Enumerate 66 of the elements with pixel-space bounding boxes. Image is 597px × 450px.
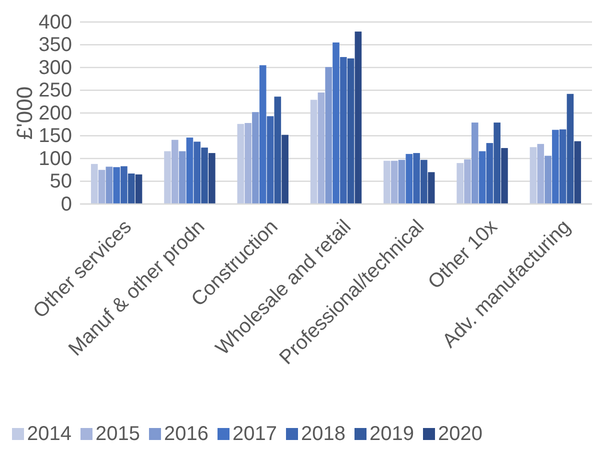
legend-label: 2017 (232, 423, 277, 445)
legend-label: 2016 (164, 423, 208, 445)
bar (98, 170, 106, 204)
bar (310, 100, 318, 204)
bar (544, 156, 552, 204)
y-tick-label: 150 (38, 125, 72, 148)
bar (128, 174, 135, 204)
bar (456, 163, 464, 204)
bar (178, 151, 186, 204)
bar (252, 112, 259, 204)
bar (501, 148, 508, 204)
bar (172, 140, 178, 204)
bar (566, 94, 574, 204)
bar (259, 65, 266, 204)
bar (494, 122, 500, 204)
bar (478, 151, 486, 204)
bar (135, 174, 142, 204)
y-tick-label: 300 (38, 56, 72, 79)
legend-label: 2018 (301, 423, 346, 445)
bar (420, 160, 428, 204)
bar (318, 92, 325, 204)
bar (186, 138, 194, 204)
bar (164, 151, 171, 204)
bar (398, 160, 406, 204)
bar (237, 124, 244, 204)
bar (208, 153, 216, 204)
y-tick-label: 0 (60, 193, 72, 216)
bar (428, 172, 435, 204)
y-axis-title: £'000 (12, 86, 37, 140)
bar (464, 159, 471, 204)
y-tick-label: 100 (38, 148, 72, 170)
bar (90, 164, 98, 204)
bar (537, 144, 544, 204)
y-tick-label: 50 (50, 170, 72, 193)
bar (120, 166, 128, 204)
bar (113, 167, 120, 204)
y-tick-label: 250 (38, 80, 72, 102)
legend-label: 2014 (27, 423, 72, 445)
y-tick-label: 350 (38, 34, 72, 56)
bar (486, 143, 494, 204)
bar (574, 141, 582, 204)
bar (390, 160, 398, 204)
bar (559, 129, 566, 204)
bar (413, 153, 420, 204)
bar (347, 58, 354, 204)
bar (384, 160, 390, 204)
y-tick-label: 200 (38, 102, 72, 124)
legend-label: 2015 (96, 423, 140, 445)
bar (552, 130, 559, 204)
bar (201, 148, 208, 204)
bar (530, 147, 537, 204)
legend-label: 2020 (438, 423, 482, 445)
bar (332, 42, 340, 204)
bar (325, 67, 332, 204)
bar (282, 134, 288, 204)
bar (340, 57, 347, 204)
bar (106, 166, 113, 204)
bar (194, 142, 201, 204)
bar (406, 154, 413, 204)
bar (354, 32, 362, 204)
bar (266, 116, 274, 204)
legend-label: 2019 (370, 423, 414, 445)
bar (471, 122, 478, 204)
y-tick-label: 400 (38, 11, 72, 34)
bar (244, 123, 252, 204)
bar (274, 96, 282, 204)
